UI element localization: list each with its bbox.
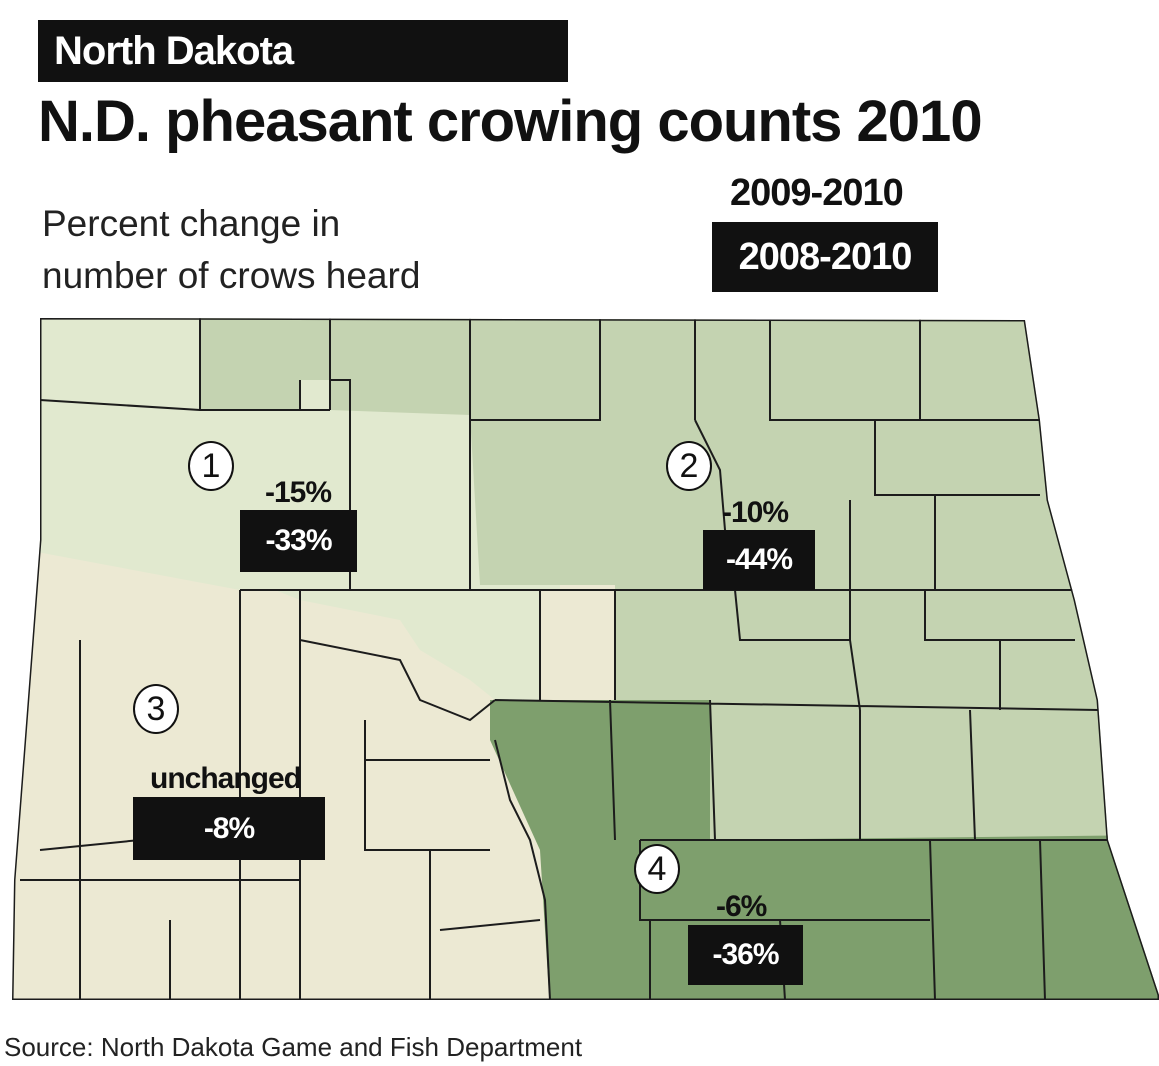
subtitle-line-1: Percent change in: [42, 203, 341, 244]
district-4-region: [490, 700, 1159, 1000]
district-2-change-2009-2010: -10%: [722, 496, 789, 529]
district-1-change-2008-2010: -33%: [240, 510, 357, 572]
district-marker-3: 3: [133, 684, 179, 734]
source-note: Source: North Dakota Game and Fish Depar…: [4, 1032, 583, 1062]
district-marker-2: 2: [666, 441, 712, 491]
county-lines: [12, 318, 1159, 1000]
legend-2008-2010: 2008-2010: [712, 222, 938, 292]
district-2-region: [200, 318, 1159, 850]
district-3-change-2009-2010: unchanged: [150, 762, 302, 795]
district-marker-1: 1: [188, 441, 234, 491]
section-header: North Dakota: [38, 20, 568, 82]
map-subtitle: Percent change in number of crows heard: [42, 198, 420, 302]
map-title: N.D. pheasant crowing counts 2010: [38, 89, 983, 154]
district-2-change-2008-2010: -44%: [703, 530, 815, 590]
district-3-change-2008-2010: -8%: [133, 797, 325, 860]
district-marker-4: 4: [634, 844, 680, 894]
district-1-change-2009-2010: -15%: [265, 476, 332, 509]
district-4-change-2009-2010: -6%: [716, 890, 767, 923]
subtitle-line-2: number of crows heard: [42, 255, 421, 296]
legend-2009-2010: 2009-2010: [730, 172, 904, 214]
district-4-change-2008-2010: -36%: [688, 925, 803, 985]
